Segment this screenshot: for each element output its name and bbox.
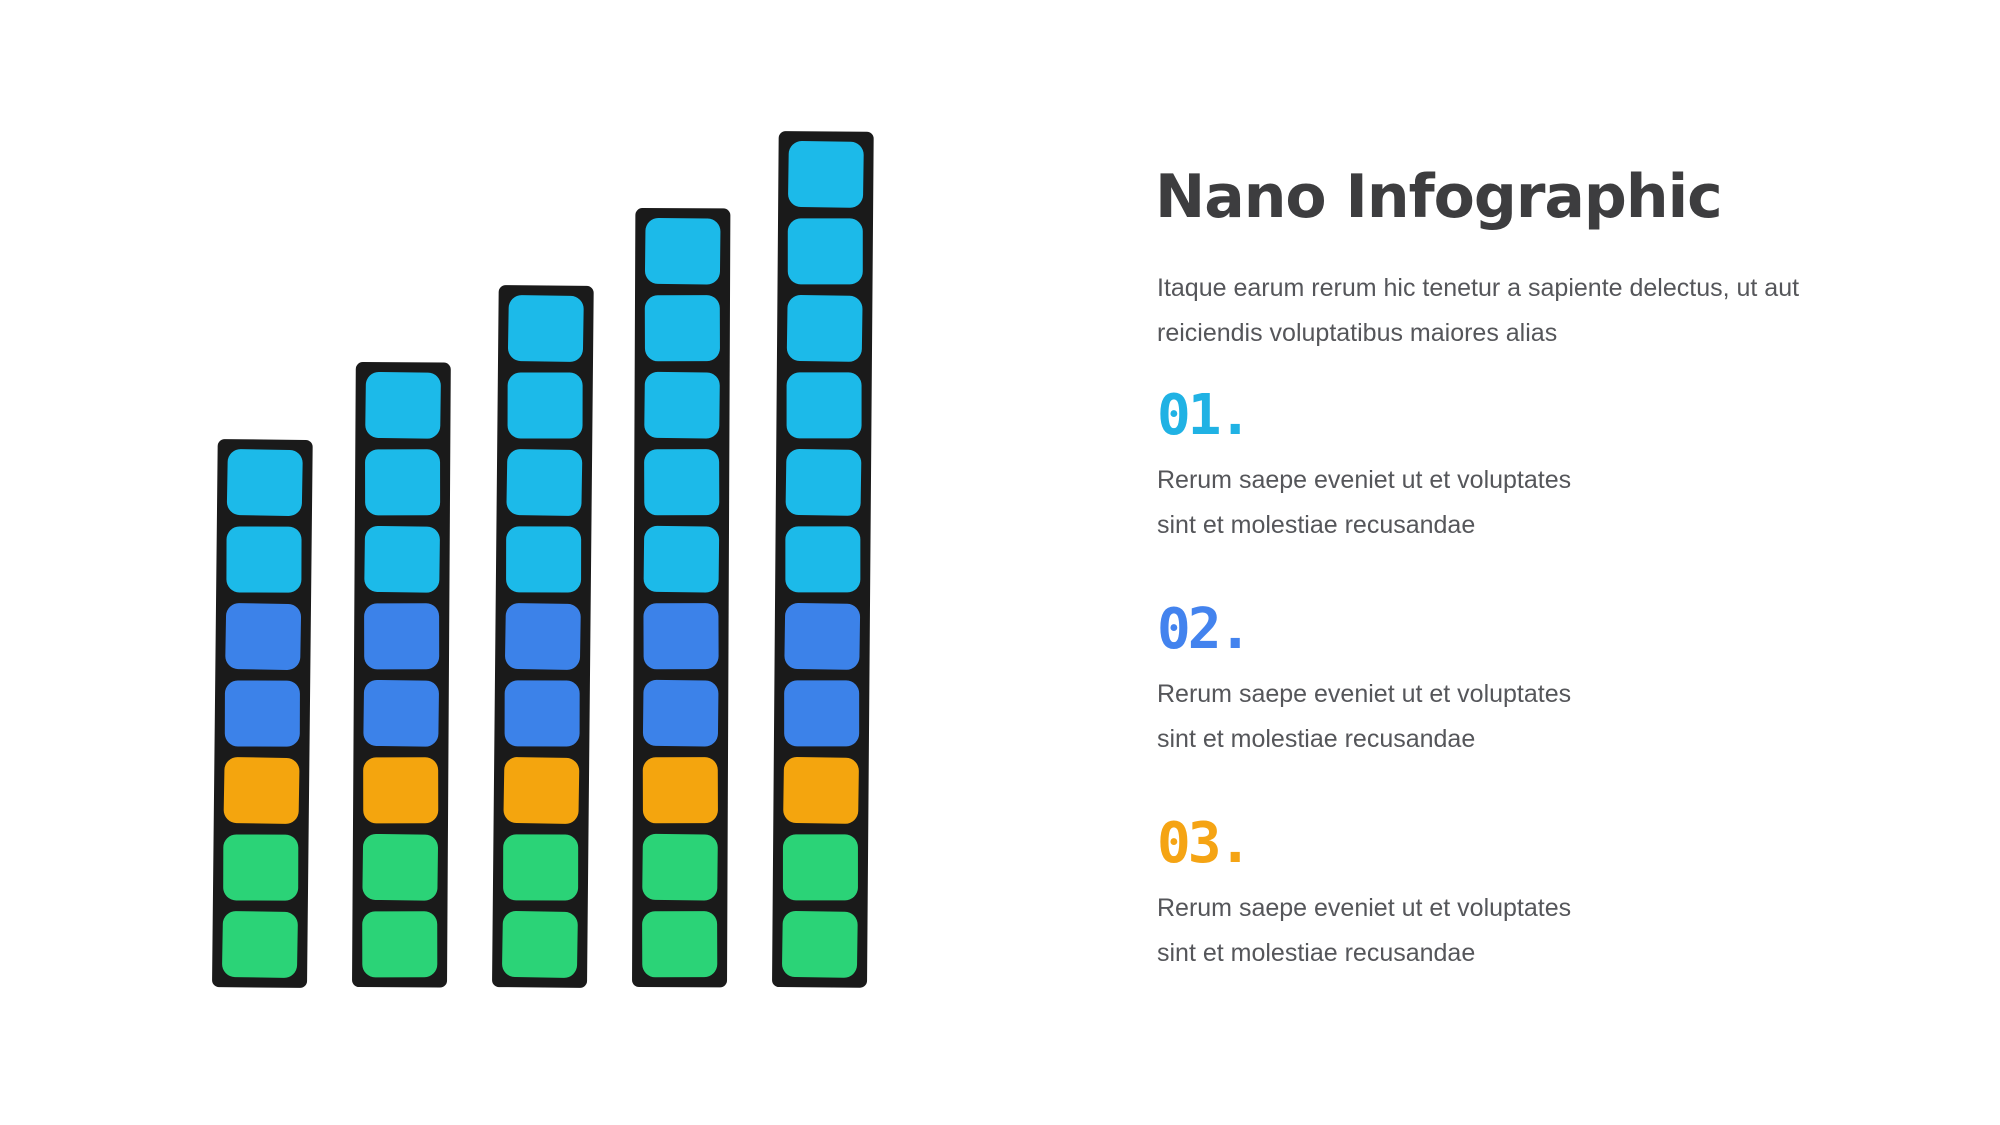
green-block (501, 910, 578, 979)
section-01-line-1: Rerum saepe eveniet ut et voluptates (1157, 466, 1572, 494)
cyan-block (785, 448, 862, 516)
cyan-block (364, 525, 441, 593)
cyan-block (787, 218, 863, 285)
blue-block (224, 680, 300, 747)
subtitle-line-2: reiciendis voluptatibus maiores alias (1157, 319, 1558, 347)
green-block (223, 834, 299, 901)
section-03-line-2: sint et molestiae recusandae (1157, 939, 1476, 967)
cyan-block (506, 526, 582, 593)
block-bar-chart (212, 131, 874, 988)
blue-block (504, 680, 580, 747)
bar-column-5 (772, 131, 874, 988)
cyan-block (644, 449, 720, 516)
green-block (642, 833, 718, 901)
section-02-number: 02. (1157, 597, 1252, 662)
blue-block (643, 603, 719, 670)
green-block (781, 910, 858, 978)
bar-column-4 (632, 208, 731, 988)
blue-block (363, 679, 440, 747)
green-block (362, 833, 439, 901)
section-01: 01. Rerum saepe eveniet ut et voluptates… (1157, 388, 1571, 548)
bar-column-1 (212, 439, 313, 988)
section-03-number: 03. (1157, 811, 1252, 876)
orange-block (223, 756, 300, 825)
orange-block (503, 756, 580, 825)
slide-subtitle: Itaque earum rerum hic tenetur a sapient… (1157, 266, 1799, 356)
cyan-block (507, 294, 584, 363)
blue-block (784, 602, 861, 670)
cyan-block (507, 372, 583, 439)
cyan-block (226, 526, 302, 593)
blue-block (225, 602, 302, 671)
orange-block (783, 756, 860, 824)
blue-block (364, 603, 440, 670)
cyan-block (785, 526, 861, 593)
green-block (221, 910, 299, 979)
section-01-line-2: sint et molestiae recusandae (1157, 511, 1476, 539)
cyan-block (365, 449, 441, 516)
blue-block (784, 680, 860, 747)
green-block (642, 911, 718, 978)
cyan-block (787, 140, 864, 208)
cyan-block (644, 371, 720, 439)
cyan-block (786, 294, 863, 362)
section-02-line-1: Rerum saepe eveniet ut et voluptates (1157, 680, 1572, 708)
green-block (782, 834, 858, 901)
orange-block (642, 757, 718, 824)
green-block (362, 911, 438, 978)
section-03: 03. Rerum saepe eveniet ut et voluptates… (1157, 816, 1571, 976)
bar-column-3 (492, 285, 594, 988)
section-01-body: Rerum saepe eveniet ut et voluptates sin… (1157, 458, 1571, 548)
green-block (503, 834, 579, 901)
section-02-line-2: sint et molestiae recusandae (1157, 725, 1476, 753)
section-02: 02. Rerum saepe eveniet ut et voluptates… (1157, 602, 1571, 762)
blue-block (642, 679, 719, 747)
bar-column-2 (352, 362, 451, 988)
section-01-number: 01. (1157, 383, 1252, 448)
cyan-block (644, 295, 720, 362)
cyan-block (644, 217, 721, 285)
cyan-block (506, 448, 583, 517)
subtitle-line-1: Itaque earum rerum hic tenetur a sapient… (1157, 274, 1800, 302)
orange-block (363, 757, 439, 824)
section-02-body: Rerum saepe eveniet ut et voluptates sin… (1157, 672, 1571, 762)
section-03-line-1: Rerum saepe eveniet ut et voluptates (1157, 894, 1572, 922)
cyan-block (643, 525, 720, 593)
blue-block (504, 602, 581, 671)
cyan-block (786, 372, 862, 439)
page-title: Nano Infographic (1155, 162, 1723, 232)
cyan-block (365, 371, 441, 439)
cyan-block (226, 448, 303, 517)
section-03-body: Rerum saepe eveniet ut et voluptates sin… (1157, 886, 1571, 976)
